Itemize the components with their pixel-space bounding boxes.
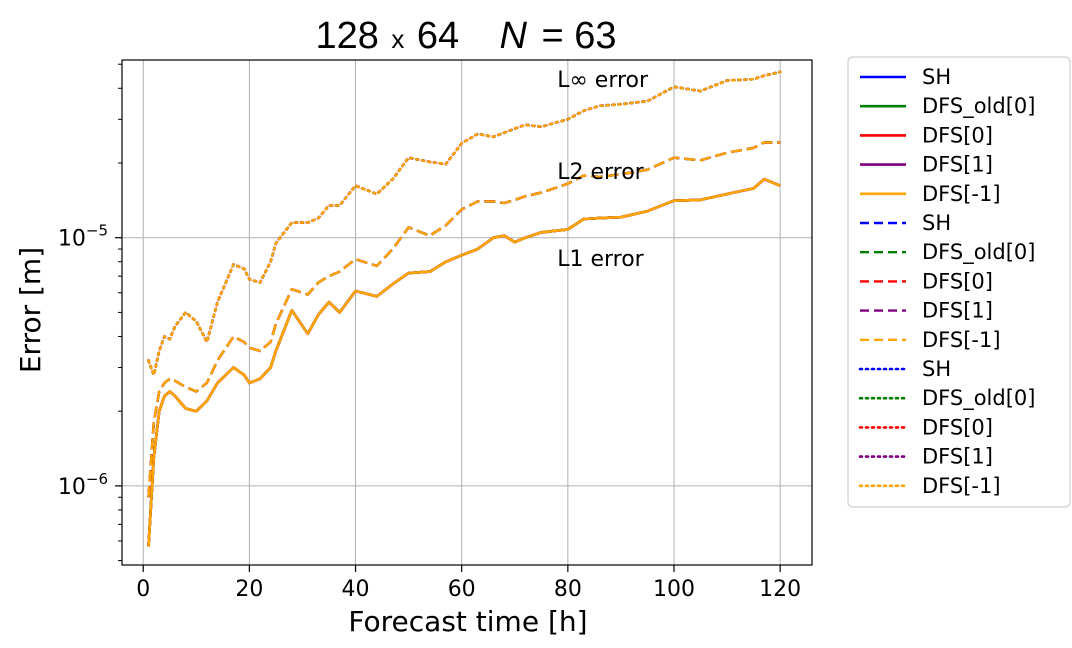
legend-frame: [847, 56, 1071, 508]
series-lines: [147, 70, 782, 547]
title-grid2: 64: [417, 15, 459, 57]
legend-entry-label: DFS[-1]: [922, 328, 1001, 352]
legend: SH DFS_old[0] DFS[0] DFS[1] DFS[-1] SH DFS_old…: [847, 56, 1071, 508]
legend-entry-label: DFS[-1]: [922, 474, 1001, 498]
y-axis-label: Error [m]: [14, 247, 47, 373]
title-n-symbol: N: [500, 15, 528, 57]
x-tick-label: 100: [653, 577, 695, 602]
x-axis-label: Forecast time [h]: [348, 605, 587, 638]
title-n-value: = 63: [541, 15, 616, 57]
annotation-label: L∞ error: [557, 68, 649, 93]
annotations: L∞ error L2 error L1 error: [557, 68, 649, 272]
legend-entry-label: DFS[0]: [922, 269, 993, 293]
series-line-dashed: [147, 141, 781, 498]
series-line-solid: [147, 177, 781, 547]
annotation-label: L2 error: [557, 160, 644, 185]
x-tick-label: 0: [136, 577, 150, 602]
x-axis: 0 20 40 60 80 100 120: [136, 565, 801, 602]
x-tick-label: 60: [448, 577, 476, 602]
series-line-dotted: [147, 70, 782, 377]
legend-entry-label: DFS[0]: [922, 123, 993, 147]
x-tick-label: 40: [342, 577, 370, 602]
legend-entry-label: SH: [922, 211, 951, 235]
chart-title: 128 x 64 N = 63: [316, 15, 617, 57]
legend-entry-label: DFS_old[0]: [922, 240, 1035, 265]
series-line-solid: [147, 177, 781, 547]
series-line-dotted: [147, 70, 782, 377]
title-times: x: [391, 24, 404, 54]
annotation-label: L1 error: [557, 247, 644, 272]
legend-entry-label: SH: [922, 357, 951, 381]
legend-entry-label: DFS[1]: [922, 299, 993, 323]
series-line-dotted: [147, 70, 782, 377]
series-line-dashed: [147, 141, 781, 498]
legend-entry-label: DFS_old[0]: [922, 386, 1035, 411]
legend-entry-label: DFS_old[0]: [922, 94, 1035, 119]
series-line-dashed: [147, 141, 781, 498]
x-tick-label: 20: [235, 577, 263, 602]
title-grid: 128: [316, 15, 379, 57]
series-line-dotted: [147, 70, 782, 377]
series-line-dashed: [147, 141, 781, 498]
y-axis: 10−5 10−6: [58, 63, 122, 562]
series-line-dotted: [147, 70, 782, 377]
gridlines: [122, 60, 812, 565]
legend-entry-label: DFS[-1]: [922, 182, 1001, 206]
legend-entry-label: DFS[1]: [922, 153, 993, 177]
series-line-solid: [147, 177, 781, 547]
legend-entry-label: DFS[0]: [922, 415, 993, 439]
plot-frame: [121, 59, 813, 566]
series-line-solid: [147, 177, 781, 547]
legend-entry-label: SH: [922, 65, 951, 89]
series-line-dashed: [147, 141, 781, 498]
x-tick-label: 80: [554, 577, 582, 602]
series-line-solid: [147, 177, 781, 547]
y-tick-label: 10−6: [58, 470, 108, 500]
legend-entry-label: DFS[1]: [922, 445, 993, 469]
x-tick-label: 120: [759, 577, 801, 602]
y-tick-label: 10−5: [58, 222, 108, 252]
